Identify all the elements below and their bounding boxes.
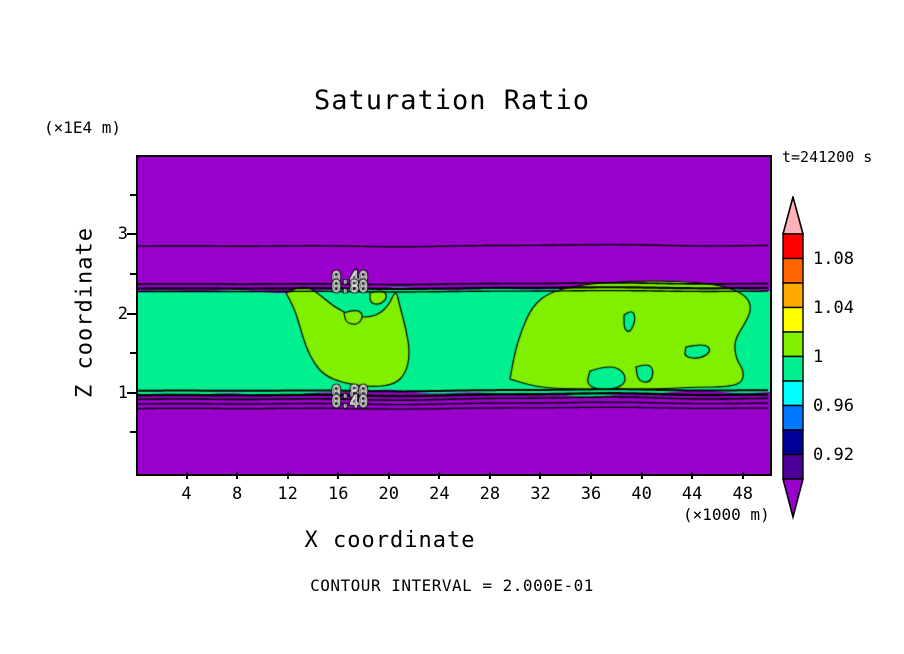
colorbar-tick-label: 1.08 xyxy=(813,248,854,269)
y-tick-label: 3 xyxy=(117,224,128,245)
colorbar: 1.08 1.04 1 0.96 0.92 xyxy=(778,193,854,521)
x-tick-label: 40 xyxy=(631,484,652,504)
colorbar-swatches xyxy=(781,193,805,521)
x-tick-mark xyxy=(741,472,744,479)
colorbar-band xyxy=(782,429,804,456)
y-tick-label: 1 xyxy=(117,382,128,403)
x-tick-label: 24 xyxy=(429,484,450,504)
x-tick-mark xyxy=(185,472,188,479)
x-tick-label: 16 xyxy=(327,484,349,504)
contour-plot-area xyxy=(136,155,772,476)
x-tick-label: 48 xyxy=(732,484,753,504)
y-tick-mark xyxy=(127,312,136,315)
time-annotation: t=241200 s xyxy=(782,148,873,166)
y-minor-tick-mark xyxy=(130,193,136,196)
contour-interval-caption: CONTOUR INTERVAL = 2.000E-01 xyxy=(310,576,594,595)
x-tick-mark xyxy=(590,472,593,479)
x-axis-unit-label: (×1000 m) xyxy=(683,505,770,524)
contour-field-canvas xyxy=(138,157,770,474)
x-tick-mark xyxy=(488,472,491,479)
colorbar-band xyxy=(782,331,804,358)
x-tick-mark xyxy=(236,472,239,479)
x-tick-mark xyxy=(640,472,643,479)
colorbar-tick-label: 0.92 xyxy=(813,444,854,465)
x-tick-label: 44 xyxy=(681,484,703,504)
colorbar-band xyxy=(782,257,804,284)
x-axis-label: X coordinate xyxy=(304,528,476,553)
x-tick-label: 8 xyxy=(231,484,243,504)
y-axis-unit-label: (×1E4 m) xyxy=(44,118,122,137)
colorbar-band xyxy=(782,404,804,431)
x-tick-label: 4 xyxy=(181,484,192,504)
page-title: Saturation Ratio xyxy=(313,85,591,116)
colorbar-band xyxy=(782,306,804,333)
y-minor-tick-mark xyxy=(130,272,136,275)
x-tick-mark xyxy=(286,472,289,479)
x-tick-label: 20 xyxy=(378,484,400,504)
x-tick-mark xyxy=(691,472,694,479)
colorbar-tick-label: 1.04 xyxy=(813,297,854,318)
x-tick-label: 12 xyxy=(277,484,298,504)
x-tick-mark xyxy=(337,472,340,479)
y-tick-mark xyxy=(127,391,136,394)
colorbar-tick-label: 1 xyxy=(813,346,824,367)
y-tick-label: 2 xyxy=(117,303,128,324)
x-tick-mark xyxy=(438,472,441,479)
colorbar-tick-label: 0.96 xyxy=(813,395,854,416)
y-tick-mark xyxy=(127,233,136,236)
y-minor-tick-mark xyxy=(130,431,136,434)
colorbar-band xyxy=(782,355,804,382)
x-tick-mark xyxy=(387,472,390,479)
colorbar-over-arrow xyxy=(781,193,805,235)
colorbar-band xyxy=(782,282,804,309)
y-minor-tick-mark xyxy=(130,352,136,355)
x-tick-label: 36 xyxy=(580,484,602,504)
x-tick-label: 28 xyxy=(479,484,501,504)
colorbar-band xyxy=(782,380,804,407)
x-tick-label: 32 xyxy=(530,484,551,504)
colorbar-band xyxy=(782,233,804,260)
colorbar-band xyxy=(782,453,804,480)
y-axis-label: Z coordinate xyxy=(72,227,98,398)
x-tick-mark xyxy=(539,472,542,479)
colorbar-under-arrow xyxy=(781,478,805,521)
